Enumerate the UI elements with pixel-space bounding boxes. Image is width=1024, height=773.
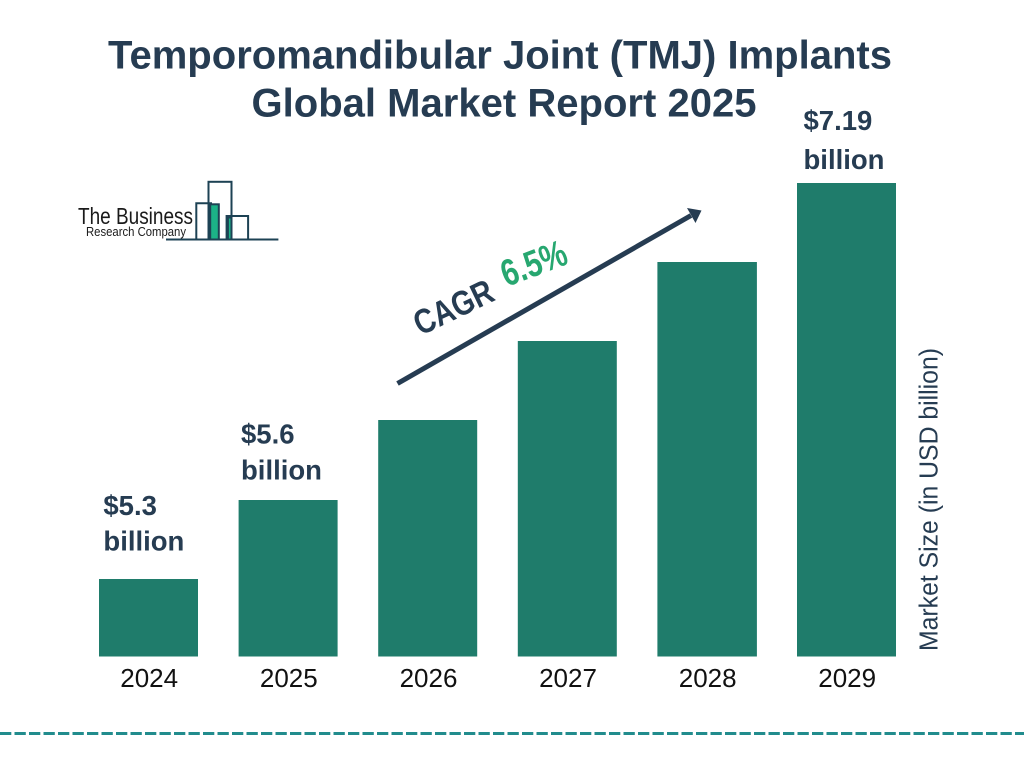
svg-text:The Business: The Business [78,203,193,229]
svg-text:billion: billion [103,525,184,556]
svg-text:2027: 2027 [539,663,597,693]
svg-text:2024: 2024 [120,663,178,693]
svg-text:2029: 2029 [818,663,876,693]
svg-text:Market Size (in USD billion): Market Size (in USD billion) [916,348,944,651]
svg-text:$5.6: $5.6 [241,418,295,449]
svg-text:2026: 2026 [400,663,458,693]
svg-text:Global Market Report 2025: Global Market Report 2025 [252,82,757,126]
svg-text:$5.3: $5.3 [103,490,157,521]
svg-text:$7.19: $7.19 [804,105,873,136]
svg-text:billion: billion [804,144,885,175]
svg-text:2025: 2025 [260,663,318,693]
svg-text:Research Company: Research Company [86,225,187,239]
svg-text:Temporomandibular Joint (TMJ): Temporomandibular Joint (TMJ) Implants [108,34,892,78]
svg-text:billion: billion [241,455,322,486]
svg-text:2028: 2028 [679,663,737,693]
